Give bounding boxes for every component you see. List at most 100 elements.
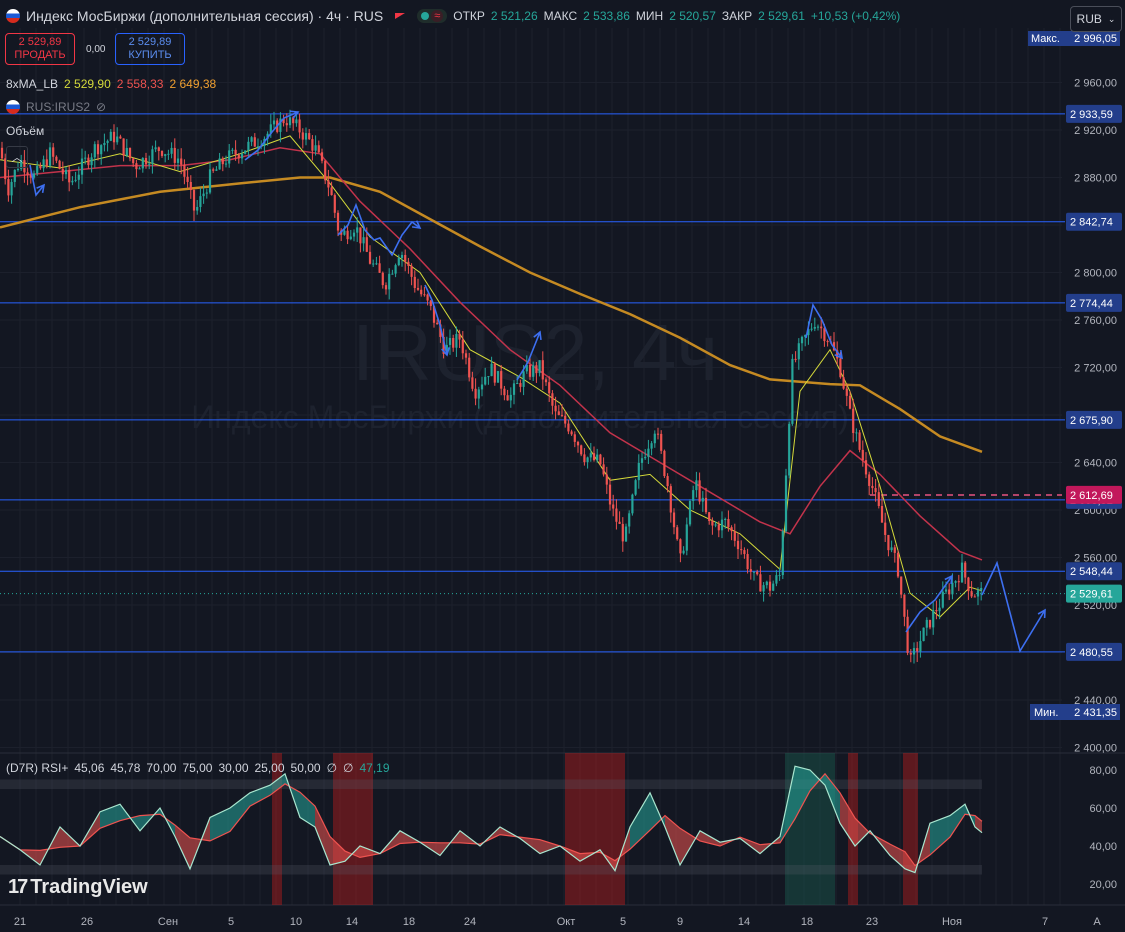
candle-body bbox=[650, 443, 653, 449]
candle-body bbox=[708, 512, 711, 522]
currency-dropdown[interactable]: RUB ⌄ bbox=[1070, 6, 1122, 32]
candle-body bbox=[413, 276, 416, 288]
rsi-fill bbox=[615, 827, 630, 871]
candle-body bbox=[660, 433, 663, 451]
candle-body bbox=[474, 388, 477, 399]
candle-body bbox=[183, 164, 186, 177]
flag-marker-icon[interactable] bbox=[395, 13, 406, 19]
candle-body bbox=[16, 169, 20, 171]
candle-body bbox=[772, 583, 775, 591]
candle-body bbox=[112, 131, 116, 143]
ma-legend[interactable]: 8xMA_LB 2 529,90 2 558,33 2 649,38 bbox=[6, 77, 216, 91]
candle-body bbox=[816, 326, 820, 328]
candle-body bbox=[80, 158, 84, 175]
market-status-icon[interactable]: ≈ bbox=[417, 9, 448, 23]
arrow-head bbox=[289, 110, 300, 119]
candle-body bbox=[468, 357, 471, 378]
candle-body bbox=[13, 169, 16, 182]
rsi-fill bbox=[795, 766, 810, 819]
time-tick-label: 10 bbox=[290, 916, 302, 928]
candle-body bbox=[404, 254, 407, 262]
candle-body bbox=[506, 395, 509, 401]
symbol-title[interactable]: Индекс МосБиржи (дополнительная сессия) … bbox=[26, 8, 384, 24]
price-tick-label: 2 400,00 bbox=[1074, 743, 1117, 755]
candle-body bbox=[324, 160, 327, 181]
ma-value-fast: 2 529,90 bbox=[64, 77, 111, 91]
candle-body bbox=[874, 488, 877, 493]
time-tick-label: 24 bbox=[464, 916, 476, 928]
ma-marker-tag-bg bbox=[1066, 485, 1122, 504]
time-tick-label: 26 bbox=[81, 916, 93, 928]
price-tick-label: 2 880,00 bbox=[1074, 173, 1117, 185]
candle-body bbox=[800, 336, 804, 344]
trend-arrow bbox=[29, 164, 45, 197]
ma-slow-line bbox=[0, 176, 983, 453]
candle-body bbox=[234, 149, 237, 155]
candle-body bbox=[740, 549, 743, 551]
candle-body bbox=[618, 521, 621, 524]
candle-body bbox=[698, 480, 701, 502]
rsi-line bbox=[0, 765, 983, 874]
candle-body bbox=[951, 582, 954, 595]
candle-body bbox=[125, 147, 128, 156]
arrow-head bbox=[411, 220, 422, 230]
candle-body bbox=[804, 335, 807, 337]
rsi-zone-band bbox=[333, 753, 373, 905]
candle-body bbox=[135, 163, 138, 170]
candle-body bbox=[522, 371, 525, 387]
candle-body bbox=[637, 462, 640, 481]
candle-body bbox=[704, 497, 708, 513]
candle-body bbox=[461, 339, 464, 354]
trend-arrow bbox=[337, 202, 421, 257]
candle-body bbox=[877, 492, 880, 506]
candle-body bbox=[442, 336, 445, 354]
candle-body bbox=[919, 641, 922, 652]
collapse-legend-button[interactable]: ︿ bbox=[6, 146, 28, 168]
candle-body bbox=[71, 180, 74, 183]
ma-marker-tag: 2 612,69 bbox=[1070, 490, 1113, 502]
time-tick-label: Ноя bbox=[942, 916, 962, 928]
candle-body bbox=[672, 512, 676, 528]
candle-body bbox=[781, 531, 784, 576]
candle-body bbox=[922, 627, 925, 642]
arrow-head bbox=[834, 349, 844, 360]
tradingview-logo[interactable]: 17 TradingView bbox=[8, 876, 148, 899]
candle-body bbox=[909, 652, 912, 655]
candle-body bbox=[477, 389, 480, 399]
candle-body bbox=[160, 151, 164, 156]
candle-body bbox=[512, 383, 516, 395]
candle-body bbox=[813, 326, 816, 329]
candle-body bbox=[400, 254, 404, 259]
candle-body bbox=[157, 147, 160, 152]
eye-hidden-icon[interactable]: ⊘ bbox=[96, 100, 107, 114]
rsi-fill bbox=[270, 773, 285, 796]
rsi-signal-line bbox=[0, 772, 983, 867]
sell-button[interactable]: 2 529,89 ПРОДАТЬ bbox=[5, 33, 75, 65]
candle-body bbox=[148, 163, 151, 165]
candle-body bbox=[375, 263, 378, 265]
watermark-name: Индекс МосБиржи (дополнительная сессия) bbox=[191, 399, 849, 435]
candle-body bbox=[116, 136, 119, 143]
candle-body bbox=[592, 453, 596, 461]
arrow-head bbox=[441, 347, 450, 357]
min-label: Мин. bbox=[1034, 707, 1058, 719]
candle-body bbox=[788, 423, 791, 476]
candle-body bbox=[96, 144, 100, 155]
ma-value-mid: 2 558,33 bbox=[116, 77, 164, 91]
candle-body bbox=[624, 526, 628, 542]
buy-button[interactable]: 2 529,89 КУПИТЬ bbox=[115, 33, 185, 65]
ohlc-low-label: МИН bbox=[635, 9, 664, 23]
volume-legend[interactable]: Объём bbox=[6, 124, 44, 138]
candle-body bbox=[676, 527, 679, 540]
candle-body bbox=[599, 454, 602, 465]
candle-body bbox=[503, 388, 506, 396]
candle-body bbox=[564, 415, 567, 424]
candle-body bbox=[615, 508, 618, 522]
rsi-legend[interactable]: (D7R) RSI+ 45,06 45,78 70,00 75,00 30,00… bbox=[6, 761, 390, 775]
candle-body bbox=[212, 169, 215, 171]
compare-legend[interactable]: RUS:IRUS2 ⊘ bbox=[6, 100, 106, 114]
candle-body bbox=[282, 118, 285, 124]
level-price-tag: 2 675,90 bbox=[1070, 415, 1113, 427]
time-tick-label: Сен bbox=[158, 916, 178, 928]
